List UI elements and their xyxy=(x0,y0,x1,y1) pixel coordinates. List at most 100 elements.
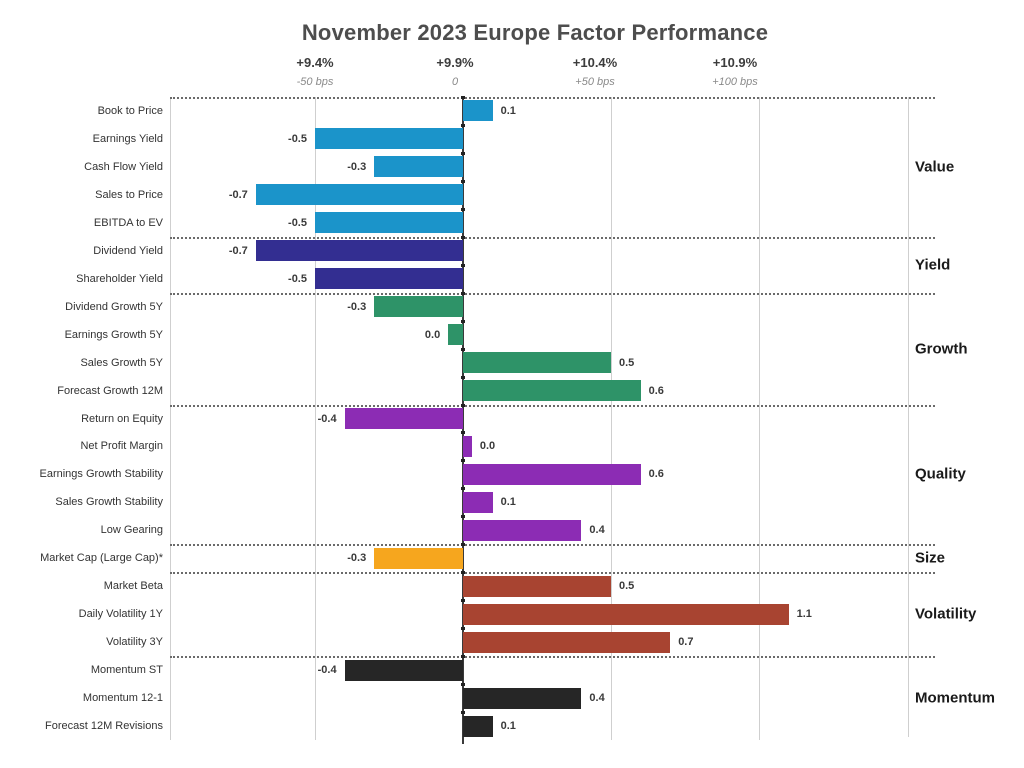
row-label: Sales Growth 5Y xyxy=(80,356,163,369)
row-label: Daily Volatility 1Y xyxy=(78,608,163,621)
zero-axis-tick xyxy=(461,431,465,435)
group-separator-line xyxy=(170,572,935,575)
zero-axis-tick xyxy=(461,235,465,239)
row-label: Cash Flow Yield xyxy=(84,160,163,173)
plot-right-border xyxy=(908,97,909,737)
group-separator-line xyxy=(170,544,935,547)
bar xyxy=(463,352,611,374)
group-separator-line xyxy=(170,404,935,407)
bar xyxy=(463,491,493,513)
group-separator-line xyxy=(170,292,935,295)
bar xyxy=(315,212,463,234)
bar xyxy=(344,408,463,429)
row-label: Dividend Growth 5Y xyxy=(65,300,163,313)
zero-axis-tick xyxy=(461,375,465,379)
zero-axis-tick xyxy=(461,151,465,155)
group-label-size: Size xyxy=(915,549,946,567)
group-label-yield: Yield xyxy=(915,256,951,274)
row-label: Forecast 12M Revisions xyxy=(45,720,163,733)
row-label: Net Profit Margin xyxy=(80,440,163,453)
zero-axis-tick xyxy=(461,515,465,519)
bar xyxy=(374,547,463,569)
zero-axis-tick xyxy=(461,347,465,351)
bar xyxy=(255,240,463,262)
zero-axis-tick xyxy=(461,179,465,183)
axis-bps-label: +50 bps xyxy=(575,76,615,88)
bar-value-label: -0.3 xyxy=(347,300,367,313)
bar-value-label: 0.1 xyxy=(500,720,516,733)
bar-value-label: 0.6 xyxy=(648,384,664,397)
zero-axis-tick xyxy=(461,207,465,211)
row-label: Earnings Yield xyxy=(92,132,163,145)
bar xyxy=(374,296,463,318)
bar-value-label: 0.4 xyxy=(589,524,605,537)
bar xyxy=(448,324,463,346)
row-label: Book to Price xyxy=(97,104,163,117)
group-separator-line xyxy=(170,236,935,239)
group-label-quality: Quality xyxy=(915,465,966,483)
bar-value-label: 0.1 xyxy=(500,104,516,117)
row-label: Return on Equity xyxy=(81,412,163,425)
zero-axis-tick xyxy=(461,291,465,295)
bar xyxy=(344,659,463,681)
row-label: Sales to Price xyxy=(95,188,163,201)
bar xyxy=(255,184,463,206)
bar-value-label: -0.7 xyxy=(228,244,248,257)
zero-axis-tick xyxy=(461,403,465,407)
zero-axis-tick xyxy=(461,487,465,491)
bar-value-label: 0.6 xyxy=(648,468,664,481)
bar xyxy=(463,463,641,485)
bar-value-label: -0.3 xyxy=(347,160,367,173)
bar-value-label: -0.7 xyxy=(228,188,248,201)
bar-value-label: -0.3 xyxy=(347,552,367,565)
row-label: Sales Growth Stability xyxy=(55,496,163,509)
axis-pct-label: +9.4% xyxy=(296,55,334,70)
zero-axis-tick xyxy=(461,627,465,631)
row-label: Momentum ST xyxy=(90,664,163,677)
bar xyxy=(463,380,641,402)
bar xyxy=(315,128,463,150)
group-label-volatility: Volatility xyxy=(915,605,977,623)
row-label: Market Cap (Large Cap)* xyxy=(40,552,163,565)
bar xyxy=(463,631,671,653)
row-label: Volatility 3Y xyxy=(106,636,163,649)
zero-axis-tick xyxy=(461,683,465,687)
row-label: Dividend Yield xyxy=(93,244,163,257)
bar xyxy=(463,575,611,597)
axis-pct-label: +10.9% xyxy=(712,55,758,70)
bar-value-label: 0.0 xyxy=(479,440,496,453)
row-label: EBITDA to EV xyxy=(93,216,163,229)
group-label-growth: Growth xyxy=(915,340,968,358)
zero-axis-tick xyxy=(461,543,465,547)
zero-axis-tick xyxy=(461,96,465,99)
gridline xyxy=(611,97,612,740)
bar-value-label: -0.5 xyxy=(288,216,307,229)
bar-value-label: 0.1 xyxy=(500,496,516,509)
zero-axis-tick xyxy=(461,655,465,659)
zero-axis-tick xyxy=(461,711,465,715)
zero-axis-tick xyxy=(461,263,465,267)
row-label: Earnings Growth 5Y xyxy=(64,328,163,341)
gridline xyxy=(315,97,316,740)
bar xyxy=(315,268,463,290)
bar-value-label: 0.0 xyxy=(424,328,441,341)
bar xyxy=(463,519,582,541)
bar-value-label: 0.7 xyxy=(678,636,694,649)
bar xyxy=(463,687,582,709)
zero-axis-tick xyxy=(461,123,465,127)
zero-axis-tick xyxy=(461,571,465,575)
row-label: Forecast Growth 12M xyxy=(57,384,163,397)
bar-value-label: 1.1 xyxy=(796,608,812,621)
bar-value-label: -0.5 xyxy=(288,272,307,285)
bar-value-label: 0.4 xyxy=(589,692,605,705)
bar-value-label: -0.4 xyxy=(317,664,337,677)
axis-bps-label: 0 xyxy=(451,76,459,88)
zero-axis-tick xyxy=(461,599,465,603)
bar xyxy=(463,715,493,737)
zero-axis-line xyxy=(462,97,464,744)
row-label: Shareholder Yield xyxy=(76,272,163,285)
chart-title: November 2023 Europe Factor Performance xyxy=(301,20,769,45)
zero-axis-tick xyxy=(461,319,465,323)
row-label: Earnings Growth Stability xyxy=(39,468,164,481)
